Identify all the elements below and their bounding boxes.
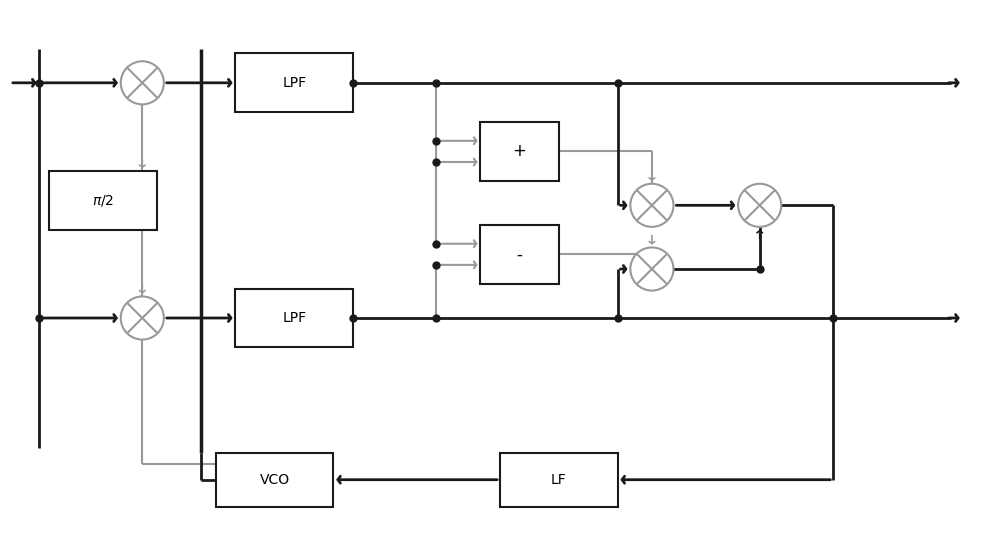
Text: +: + xyxy=(513,142,527,161)
Text: $\pi$/2: $\pi$/2 xyxy=(92,193,114,208)
Text: LPF: LPF xyxy=(282,311,306,325)
Text: LPF: LPF xyxy=(282,76,306,90)
Bar xyxy=(49,171,157,230)
Bar xyxy=(235,53,353,112)
Bar xyxy=(480,122,559,181)
Bar xyxy=(500,453,618,507)
Circle shape xyxy=(121,296,164,340)
Circle shape xyxy=(738,184,781,227)
Text: LF: LF xyxy=(551,473,567,487)
Circle shape xyxy=(121,61,164,105)
Circle shape xyxy=(630,247,673,291)
Text: VCO: VCO xyxy=(260,473,290,487)
Bar xyxy=(216,453,333,507)
Text: -: - xyxy=(517,245,523,264)
Circle shape xyxy=(630,184,673,227)
Bar xyxy=(235,288,353,348)
Bar xyxy=(480,225,559,284)
